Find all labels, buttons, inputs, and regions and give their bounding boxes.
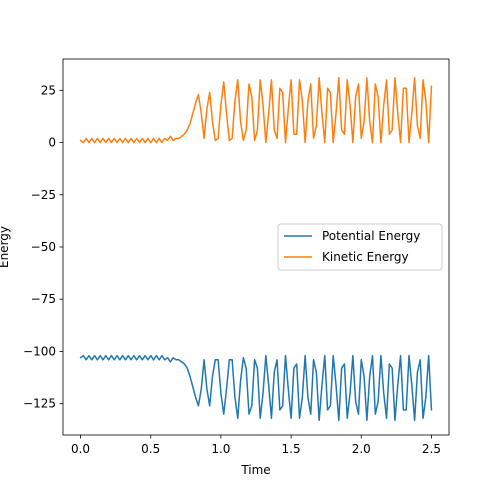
x-tick-label: 2.5 xyxy=(422,442,441,456)
legend-entry: Potential Energy xyxy=(322,229,420,243)
x-tick-label: 1.0 xyxy=(211,442,230,456)
series-line-1 xyxy=(79,77,433,144)
y-tick-label: −75 xyxy=(31,292,56,306)
x-axis-ticks: 0.0 0.5 1.0 1.5 2.0 2.5 xyxy=(71,435,441,456)
x-tick-label: 0.0 xyxy=(71,442,90,456)
y-tick-label: −50 xyxy=(31,240,56,254)
y-tick-label: 0 xyxy=(48,136,56,150)
y-tick-label: −125 xyxy=(23,397,56,411)
y-axis-ticks: 25 0 −25 −50 −75 −100 −125 xyxy=(23,83,63,411)
series-line-0 xyxy=(79,354,433,422)
x-tick-label: 1.5 xyxy=(282,442,301,456)
legend-entry: Kinetic Energy xyxy=(322,250,409,264)
x-tick-label: 2.0 xyxy=(352,442,371,456)
y-tick-label: −25 xyxy=(31,188,56,202)
legend: Potential Energy Kinetic Energy xyxy=(277,223,443,271)
x-tick-label: 0.5 xyxy=(141,442,160,456)
y-tick-label: −100 xyxy=(23,344,56,358)
legend-box xyxy=(277,223,443,271)
y-tick-label: 25 xyxy=(41,83,56,97)
x-axis-label: Time xyxy=(240,463,270,477)
series-lines xyxy=(79,77,433,422)
y-axis-label: Energy xyxy=(0,226,11,268)
